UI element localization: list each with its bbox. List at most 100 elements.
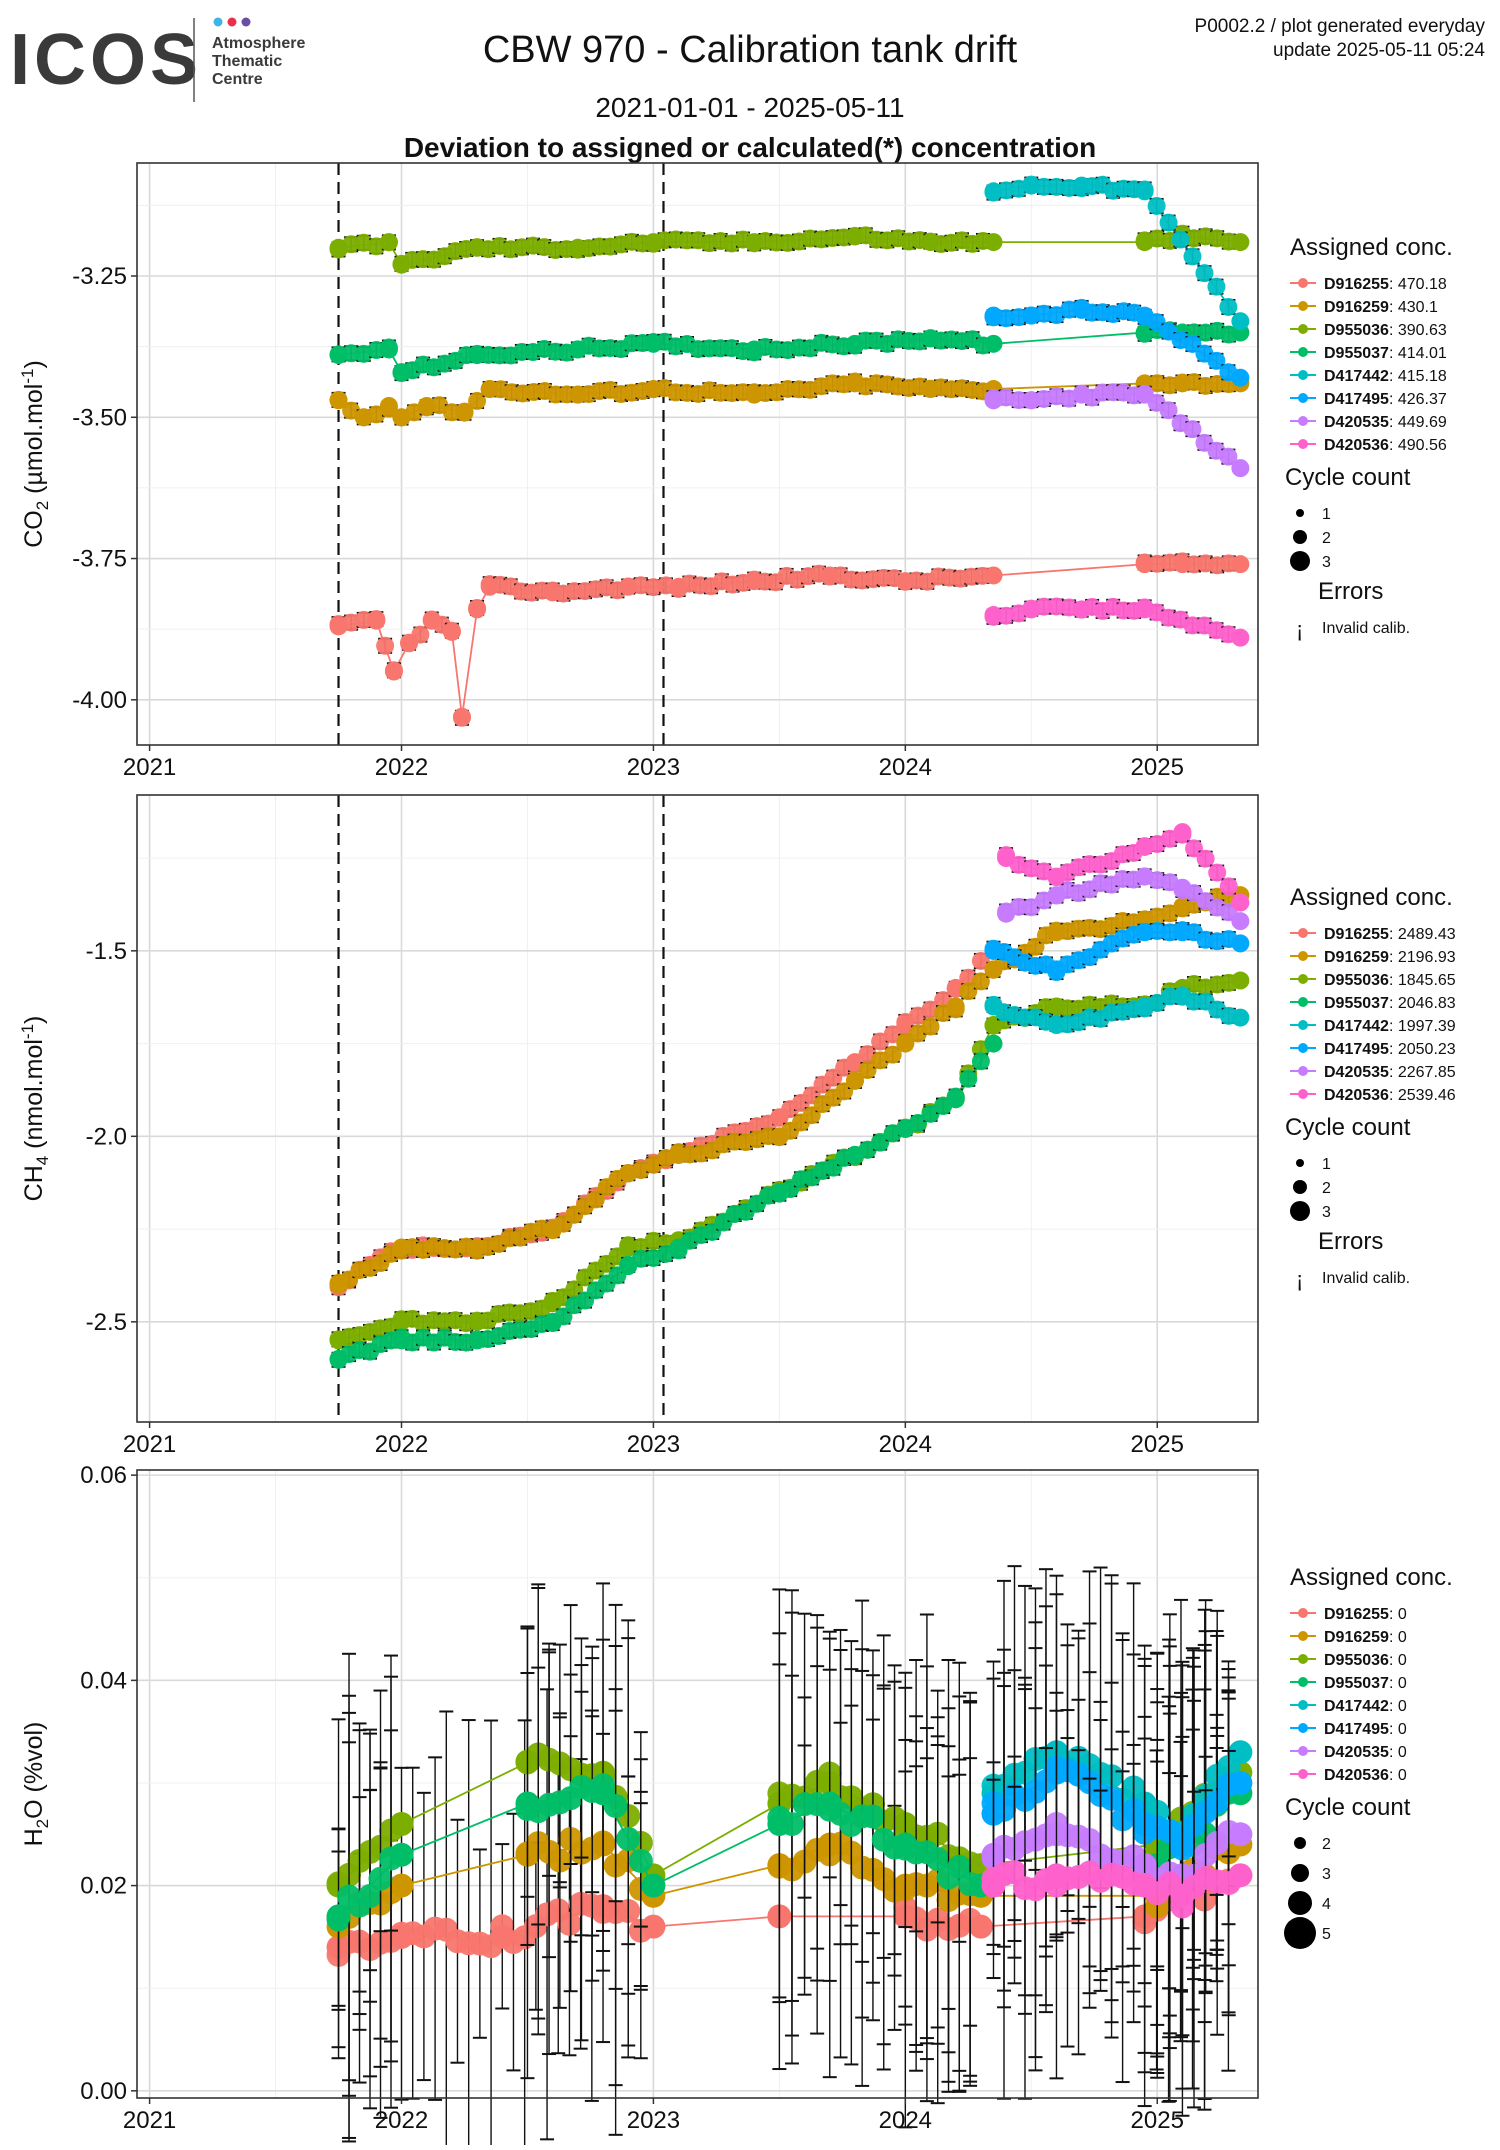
data-point <box>400 634 419 653</box>
data-point <box>984 334 1003 353</box>
data-point <box>921 233 940 252</box>
data-point <box>959 1069 978 1088</box>
data-point <box>1173 897 1192 916</box>
data-point <box>379 396 398 415</box>
data-point <box>1219 447 1238 466</box>
legend-cycle-label: 3 <box>1322 554 1331 571</box>
legend-entry: D955036: 390.63 <box>1324 322 1447 339</box>
data-point <box>1135 233 1154 252</box>
data-point <box>1022 391 1041 410</box>
data-point <box>468 1331 487 1350</box>
plot-background <box>137 795 1258 1422</box>
data-point <box>921 1017 940 1036</box>
data-point <box>1231 628 1250 647</box>
data-point <box>858 1061 877 1080</box>
legend-entry: D955037: 2046.83 <box>1324 995 1456 1012</box>
legend-cycle-dot <box>1290 1201 1310 1221</box>
legend-errors-title: Errors <box>1318 578 1383 605</box>
data-point <box>984 997 1003 1016</box>
data-point <box>644 233 663 252</box>
data-point <box>1170 1883 1195 1908</box>
logo-sub-3: Centre <box>212 71 263 88</box>
data-point <box>376 636 395 655</box>
legend-cycle-label: 3 <box>1322 1866 1331 1883</box>
data-point <box>619 1257 638 1276</box>
data-point <box>984 960 1003 979</box>
data-point <box>1173 878 1192 897</box>
data-point <box>1231 459 1250 478</box>
data-point <box>641 1873 666 1898</box>
data-point <box>1132 1873 1157 1898</box>
series-D955037 <box>329 321 1250 383</box>
legend-key-dot <box>1298 278 1308 288</box>
legend-key-dot <box>1298 416 1308 426</box>
legend-cycle-dot <box>1290 551 1310 571</box>
data-point <box>480 577 499 596</box>
legend-cycle-label: 2 <box>1322 1836 1331 1853</box>
legend-entry: D420536: 490.56 <box>1324 437 1447 454</box>
data-point <box>860 1804 885 1829</box>
data-point <box>1047 923 1066 942</box>
data-point <box>984 233 1003 252</box>
y-tick-label: 0.04 <box>80 1667 127 1694</box>
legend-entry: D420535: 449.69 <box>1324 414 1447 431</box>
legend-key-dot <box>1298 1677 1308 1687</box>
data-point <box>329 1349 348 1368</box>
data-point <box>1228 1740 1253 1765</box>
data-point <box>925 1847 950 1872</box>
data-point <box>1231 555 1250 574</box>
data-point <box>745 233 764 252</box>
data-point <box>1173 374 1192 393</box>
data-point <box>1173 823 1192 842</box>
legend-cycle-dot <box>1296 1159 1304 1167</box>
legend-errors-entry: Invalid calib. <box>1322 1270 1410 1287</box>
legend-entry: D420536: 2539.46 <box>1324 1087 1456 1104</box>
data-point <box>329 391 348 410</box>
legend-key-dot <box>1298 1700 1308 1710</box>
legend-key-dot <box>1298 1723 1308 1733</box>
y-tick-label: -3.25 <box>72 263 127 290</box>
data-point <box>389 1924 414 1949</box>
legend-entry: D916255: 0 <box>1324 1606 1407 1623</box>
data-point <box>845 227 864 246</box>
legend-key-dot <box>1298 1631 1308 1641</box>
legend-entry: D916255: 2489.43 <box>1324 926 1456 943</box>
data-point <box>1047 960 1066 979</box>
y-tick-label: 0.02 <box>80 1873 127 1900</box>
data-point <box>468 391 487 410</box>
data-point <box>1135 923 1154 942</box>
legend-key-dot <box>1298 347 1308 357</box>
legend-co2: Assigned conc. D916255: 470.18 D916259: 43… <box>1285 234 1453 642</box>
y-tick-label: -3.50 <box>72 404 127 431</box>
data-point <box>442 622 461 641</box>
legend-ch4: Assigned conc. D916255: 2489.43 D916259: 2… <box>1285 884 1456 1292</box>
data-point <box>392 363 411 382</box>
legend-entry: D916259: 0 <box>1324 1629 1407 1646</box>
data-point <box>1173 986 1192 1005</box>
data-point <box>455 402 474 421</box>
x-tick-label: 2024 <box>879 1431 932 1458</box>
legend-h2o: Assigned conc. D916255: 0 D916259: 0 D95503… <box>1284 1564 1453 1949</box>
data-point <box>959 982 978 1001</box>
chart-panel-h2o: 2021 2022 2023 2024 2025 0.06 0.04 0.02 0.00 H2O … <box>20 1462 1453 2150</box>
data-point <box>1135 555 1154 574</box>
x-tick-label: 2021 <box>123 754 176 781</box>
page-title: CBW 970 - Calibration tank drift <box>483 29 1018 71</box>
series-D955036 <box>329 224 1250 274</box>
legend-key-dot <box>1298 1654 1308 1664</box>
series-D916255 <box>329 552 1250 727</box>
data-point <box>896 1034 915 1053</box>
plot-border <box>136 162 1259 746</box>
x-tick-label: 2022 <box>375 754 428 781</box>
data-point <box>1173 555 1192 574</box>
series-D420536 <box>984 597 1250 647</box>
data-point <box>468 600 487 619</box>
data-point <box>770 1182 789 1201</box>
legend-cycle-label: 3 <box>1322 1204 1331 1221</box>
data-point <box>358 1883 383 1908</box>
legend-entry: D916259: 2196.93 <box>1324 949 1456 966</box>
data-point <box>1072 300 1091 319</box>
data-point <box>392 1331 411 1350</box>
data-point <box>669 577 688 596</box>
x-tick-label: 2025 <box>1131 2107 1184 2134</box>
